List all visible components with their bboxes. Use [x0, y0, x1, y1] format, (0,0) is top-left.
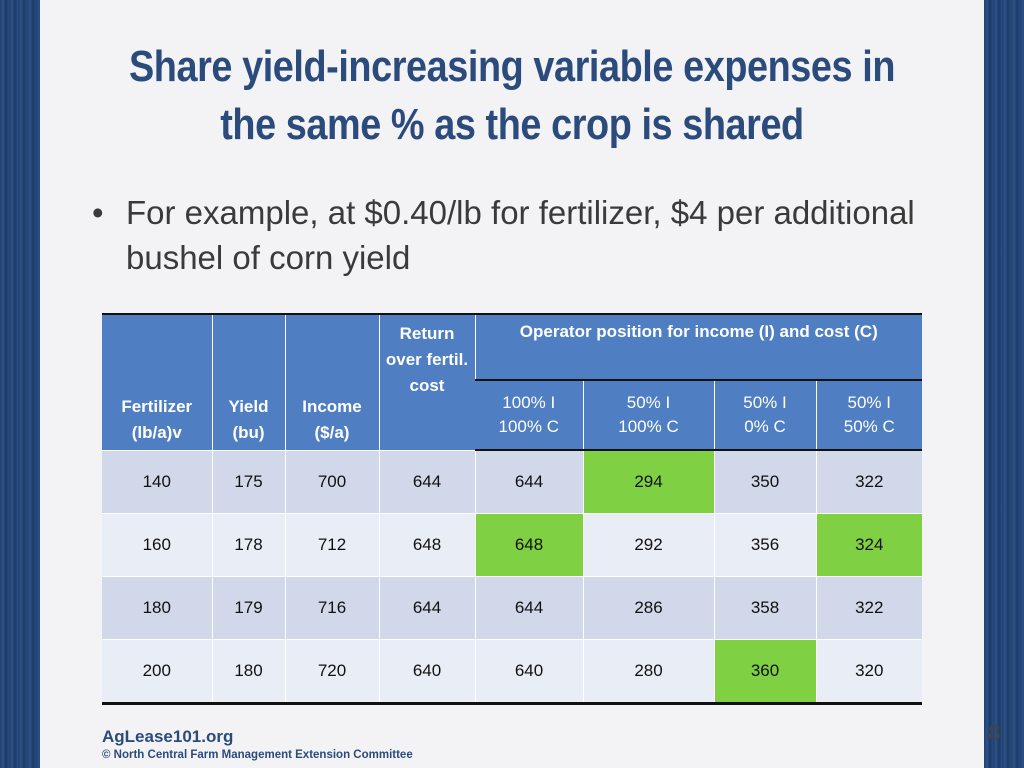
- table-cell-highlighted: 360: [713, 639, 816, 704]
- table-cell: 286: [582, 576, 714, 640]
- header-sub-3: 50% I 0% C: [713, 380, 816, 451]
- fertilizer-table: Fertilizer (lb/a)v Yield (bu) Income ($/…: [102, 313, 923, 705]
- table-row: 160 178 712 648 648 292 356 324: [102, 513, 923, 577]
- header-return: Return over fertil. cost: [378, 314, 475, 450]
- table-cell-highlighted: 648: [474, 513, 583, 577]
- table-cell: 322: [815, 576, 923, 640]
- table-cell: 644: [378, 449, 475, 514]
- table-cell: 322: [815, 449, 923, 514]
- table-cell: 644: [474, 576, 583, 640]
- table-row: 140 175 700 644 644 294 350 322: [102, 449, 923, 514]
- header-income: Income ($/a): [284, 314, 379, 450]
- bullet-text: For example, at $0.40/lb for fertilizer,…: [126, 194, 915, 276]
- footer-site-name: AgLease101.org: [102, 727, 234, 746]
- page-number: 8: [988, 720, 1001, 745]
- table-cell: 644: [378, 576, 475, 640]
- title-line-1: Share yield-increasing variable expenses…: [128, 42, 896, 91]
- header-sub-3-line2: 0% C: [744, 417, 786, 436]
- header-sub-2: 50% I 100% C: [582, 380, 714, 451]
- header-sub-2-line1: 50% I: [626, 393, 671, 412]
- header-sub-4: 50% I 50% C: [815, 380, 923, 451]
- header-sub-2-line2: 100% C: [618, 417, 679, 436]
- table-row: 200 180 720 640 640 280 360 320: [102, 639, 923, 704]
- table-cell: 716: [284, 576, 379, 640]
- table-cell-highlighted: 324: [815, 513, 923, 577]
- header-sub-1-line1: 100% I: [502, 393, 556, 412]
- header-sub-3-line1: 50% I: [743, 393, 787, 412]
- slide: Share yield-increasing variable expenses…: [40, 0, 1000, 768]
- table-cell: 640: [378, 639, 475, 704]
- header-sub-4-line2: 50% C: [843, 417, 895, 436]
- bullet-item: • For example, at $0.40/lb for fertilize…: [92, 190, 952, 280]
- table-cell: 720: [284, 639, 379, 704]
- table-cell: 358: [713, 576, 816, 640]
- table-cell: 644: [474, 449, 583, 514]
- table-cell: 356: [713, 513, 816, 577]
- table-cell: 350: [713, 449, 816, 514]
- header-sub-1: 100% I 100% C: [475, 380, 583, 451]
- header-sub-1-line2: 100% C: [498, 417, 559, 436]
- left-frame-border: [0, 0, 40, 768]
- table-cell: 648: [378, 513, 475, 577]
- table-cell: 179: [211, 576, 285, 640]
- footer-copyright: © North Central Farm Management Extensio…: [102, 749, 413, 761]
- slide-title: Share yield-increasing variable expenses…: [106, 38, 918, 154]
- table-cell: 640: [474, 639, 583, 704]
- right-frame-border: [984, 0, 1024, 768]
- table-cell: 200: [102, 639, 212, 704]
- table-cell: 280: [582, 639, 714, 704]
- table-cell: 175: [211, 449, 285, 514]
- table-cell-highlighted: 294: [582, 449, 714, 514]
- bullet-marker: •: [92, 194, 104, 231]
- table-cell: 292: [582, 513, 714, 577]
- header-sub-4-line1: 50% I: [847, 393, 891, 412]
- table-cell: 700: [284, 449, 379, 514]
- table-cell: 320: [815, 639, 923, 704]
- header-fertilizer: Fertilizer (lb/a)v: [102, 314, 212, 450]
- table-cell: 160: [102, 513, 212, 577]
- table-cell: 180: [211, 639, 285, 704]
- table-row: 180 179 716 644 644 286 358 322: [102, 576, 923, 640]
- table-cell: 180: [102, 576, 212, 640]
- title-line-2: the same % as the crop is shared: [220, 100, 804, 149]
- table-cell: 178: [211, 513, 285, 577]
- header-yield: Yield (bu): [211, 314, 285, 450]
- table-cell: 712: [284, 513, 379, 577]
- header-operator-position: Operator position for income (I) and cos…: [474, 314, 923, 381]
- table-cell: 140: [102, 449, 212, 514]
